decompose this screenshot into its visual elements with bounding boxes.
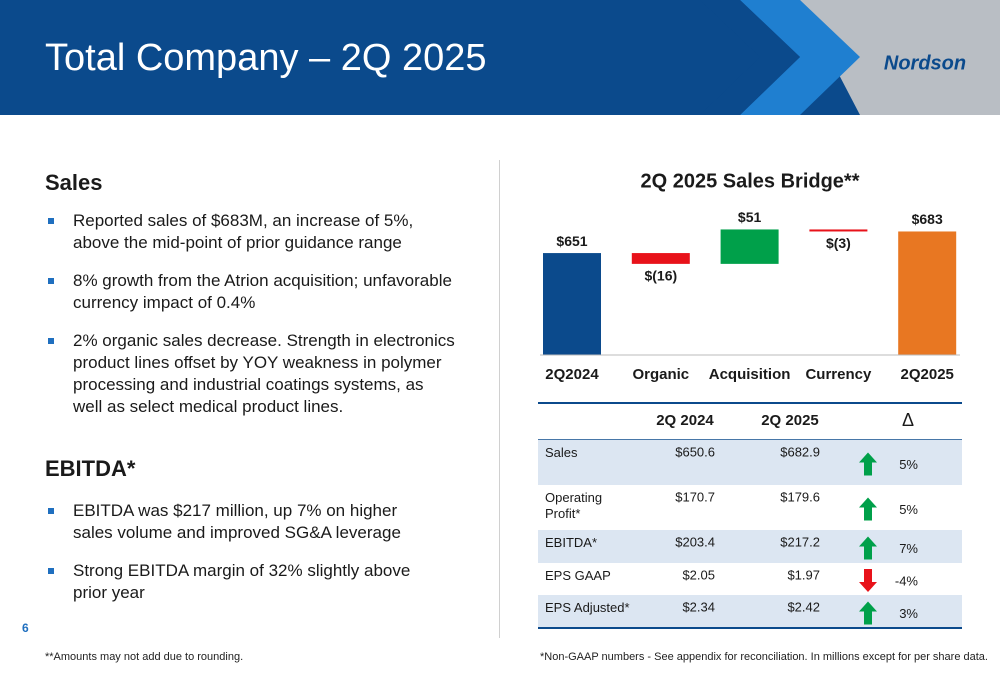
header-chevron-grey: [800, 0, 1000, 115]
bullet: 8% growth from the Atrion acquisition; u…: [45, 270, 455, 314]
column-header: Δ: [902, 410, 914, 430]
logo: Nordson: [884, 52, 966, 74]
category-label: 2Q2024: [545, 366, 599, 383]
row-bg: [538, 440, 962, 485]
category-label: Organic: [632, 366, 689, 383]
chart-title: 2Q 2025 Sales Bridge**: [640, 170, 859, 192]
value-label: $(3): [826, 235, 851, 251]
cell: 3%: [899, 606, 918, 621]
value-label: $(16): [644, 268, 677, 284]
row-bg: [538, 595, 962, 628]
bar: [720, 229, 779, 264]
row-label: EPS Adjusted*: [545, 600, 630, 615]
cell: 5%: [899, 457, 918, 472]
chart: 2Q 2025 Sales Bridge** $651 2Q2024 $(16) Or…: [538, 170, 962, 629]
column-header: 2Q 2025: [761, 412, 819, 429]
bar: [543, 253, 601, 355]
row-bg: [538, 530, 962, 563]
category-label: Currency: [805, 366, 872, 383]
bar: [809, 229, 868, 232]
value-label: $51: [738, 209, 762, 225]
page-number: 6: [22, 621, 29, 635]
right-note: *Non-GAAP numbers - See appendix for rec…: [540, 651, 988, 663]
cell: 5%: [899, 502, 918, 517]
bar: [898, 231, 957, 355]
row-label: Operating Profit*: [545, 490, 603, 521]
category-label: Acquisition: [709, 366, 791, 383]
slide-title: Total Company – 2Q 2025: [45, 37, 487, 79]
cell: $203.4: [675, 534, 715, 549]
cell: $2.05: [682, 567, 715, 582]
cell: $179.6: [780, 489, 820, 504]
sales-heading: Sales: [45, 170, 103, 195]
bullet: Strong EBITDA margin of 32% slightly abo…: [45, 560, 415, 604]
cell: 7%: [899, 541, 918, 556]
cell: -4%: [895, 573, 919, 588]
arrow-down: [859, 569, 877, 592]
row-label-box: Sales: [545, 445, 578, 460]
bullet: Reported sales of $683M, an increase of …: [45, 210, 455, 254]
row-label-box: Operating Profit*: [545, 490, 603, 521]
row-label-box: EPS GAAP: [545, 568, 611, 583]
cell: $2.34: [682, 599, 715, 614]
header-chevron-dark: [700, 0, 800, 115]
cell: $682.9: [780, 444, 820, 459]
ebitda-heading: EBITDA*: [45, 456, 136, 481]
value-label: $651: [556, 233, 587, 249]
row-label: EBITDA*: [545, 535, 598, 550]
sales-bullets: Reported sales of $683M, an increase of …: [45, 210, 455, 434]
arrow-up: [859, 497, 877, 521]
column-header: 2Q 2024: [656, 412, 714, 429]
cell: $2.42: [787, 599, 820, 614]
cell: $1.97: [787, 567, 820, 582]
divider: [499, 160, 500, 638]
arrow-up: [859, 536, 877, 560]
bullet: EBITDA was $217 million, up 7% on higher…: [45, 500, 415, 544]
left-note: **Amounts may not add due to rounding.: [45, 651, 244, 663]
cell: $217.2: [780, 534, 820, 549]
header-band: Total Company – 2Q 2025 Nordson: [0, 0, 1000, 115]
cell: $650.6: [675, 444, 715, 459]
value-label: $683: [912, 211, 943, 227]
header-chevron-blue: [740, 0, 860, 115]
category-label: 2Q2025: [901, 366, 954, 383]
row-label-box: EPS Adjusted*: [545, 600, 630, 615]
row-label: EPS GAAP: [545, 568, 611, 583]
ebitda-bullets: EBITDA was $217 million, up 7% on higher…: [45, 500, 415, 620]
row-label: Sales: [545, 445, 578, 460]
row-label-box: EBITDA*: [545, 535, 598, 550]
cell: $170.7: [675, 489, 715, 504]
bullet: 2% organic sales decrease. Strength in e…: [45, 330, 455, 418]
bar: [631, 253, 690, 264]
arrow-up: [859, 601, 877, 625]
arrow-up: [859, 452, 877, 476]
